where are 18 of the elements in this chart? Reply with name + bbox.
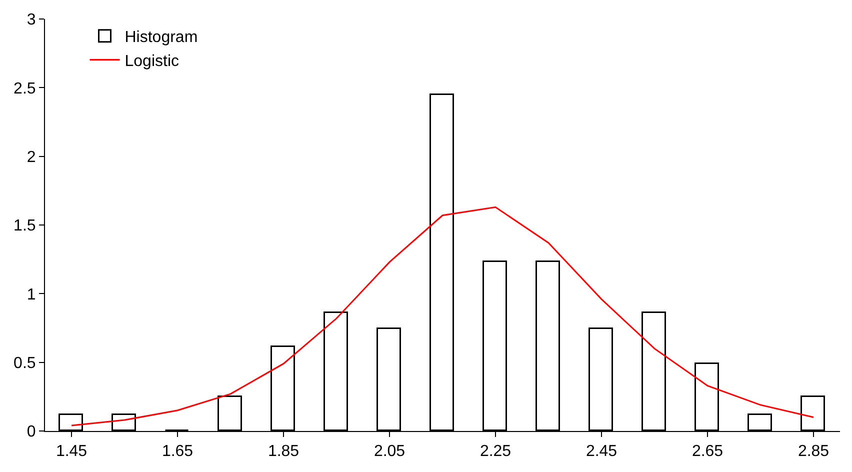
legend-label: Logistic <box>124 52 179 70</box>
legend-label: Histogram <box>124 29 198 46</box>
y-tick-label: 2 <box>26 148 36 166</box>
y-tick-label: 2.5 <box>14 80 36 98</box>
x-tick-label: 2.25 <box>480 443 512 460</box>
line-series <box>70 206 814 426</box>
y-tick-label: 0 <box>26 424 36 441</box>
x-tick-label: 1.65 <box>162 443 194 460</box>
x-tick-label: 1.45 <box>56 443 88 460</box>
x-tick-label: 2.85 <box>798 443 830 460</box>
y-tick-label: 1.5 <box>14 218 36 235</box>
x-tick-label: 2.05 <box>374 443 406 460</box>
x-tick-label: 2.65 <box>692 443 724 460</box>
y-tick-label: 3 <box>26 12 36 29</box>
x-tick-label: 2.45 <box>586 443 618 460</box>
y-tick-label: 0.5 <box>14 354 36 372</box>
y-tick-label: 1 <box>26 286 36 304</box>
x-tick-label: 1.85 <box>268 443 300 460</box>
